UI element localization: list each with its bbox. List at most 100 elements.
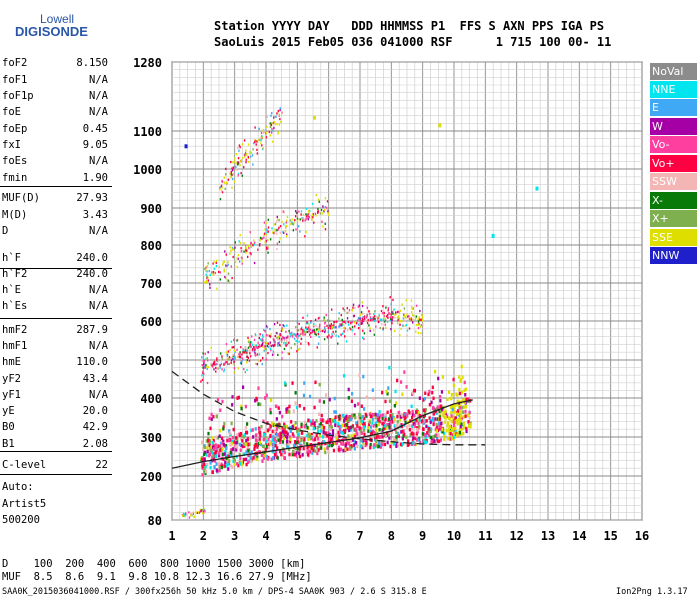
echo-point [439, 398, 442, 403]
echo-point [277, 132, 279, 135]
echo-point [232, 452, 235, 457]
echo-point [384, 320, 386, 323]
echo-point [225, 361, 227, 364]
echo-point [401, 303, 403, 306]
echo-point [357, 318, 359, 322]
echo-point [373, 312, 375, 316]
echo-point [255, 346, 258, 349]
echo-point [410, 442, 413, 446]
echo-point [278, 219, 280, 222]
echo-point [291, 449, 295, 454]
echo-point [343, 373, 346, 378]
echo-point [249, 343, 251, 346]
echo-point [317, 437, 320, 441]
echo-point [308, 216, 310, 219]
echo-point [388, 425, 391, 429]
echo-point [266, 344, 269, 348]
echo-point [307, 322, 309, 325]
echo-point [295, 326, 297, 329]
echo-point [253, 241, 256, 244]
echo-point [331, 333, 333, 336]
param-name: hmF2 [2, 324, 28, 336]
echo-point [383, 442, 387, 447]
echo-point [232, 172, 235, 176]
echo-point [447, 416, 451, 420]
echo-point [361, 445, 364, 450]
echo-point [322, 440, 325, 444]
echo-point [381, 417, 384, 421]
echo-point [389, 444, 392, 449]
echo-point [282, 424, 286, 429]
echo-point [272, 129, 274, 132]
echo-point [230, 361, 232, 364]
echo-point [399, 334, 401, 337]
echo-point [265, 246, 268, 249]
echo-point [422, 319, 424, 322]
echo-point [226, 182, 228, 185]
echo-point [331, 325, 334, 328]
echo-point [207, 365, 209, 369]
echo-point [401, 319, 403, 323]
echo-point [243, 368, 245, 371]
echo-point [412, 321, 414, 324]
echo-point [355, 440, 358, 445]
echo-point [339, 424, 342, 429]
echo-point [362, 438, 365, 443]
echo-point [338, 335, 340, 338]
echo-point [273, 323, 276, 326]
echo-point [203, 511, 206, 514]
echo-point [452, 383, 455, 388]
echo-point [259, 359, 262, 362]
echo-point [247, 155, 249, 159]
echo-point [320, 446, 323, 450]
echo-point [354, 325, 356, 328]
echo-point [260, 142, 262, 145]
echo-point [461, 410, 465, 414]
echo-point [218, 265, 221, 269]
echo-point [336, 320, 338, 323]
echo-point [233, 440, 236, 444]
echo-point [285, 344, 287, 347]
echo-point [298, 449, 301, 454]
echo-point [254, 354, 256, 357]
echo-point [363, 337, 365, 341]
echo-point [401, 442, 404, 446]
echo-point [357, 402, 360, 406]
echo-point [207, 279, 210, 282]
echo-point [326, 200, 329, 203]
echo-point [239, 456, 242, 461]
echo-point [220, 185, 222, 189]
echo-point [244, 151, 247, 155]
echo-point [268, 427, 271, 431]
echo-point [243, 153, 246, 157]
echo-point [227, 178, 230, 181]
echo-point [303, 381, 306, 385]
echo-point [302, 424, 305, 428]
echo-point [212, 262, 214, 265]
param-value: 0.45 [82, 123, 108, 135]
echo-point [289, 429, 292, 433]
echo-point [345, 321, 347, 325]
echo-point [286, 342, 289, 345]
echo-point [265, 334, 268, 337]
echo-point [184, 514, 187, 518]
echo-point [265, 393, 268, 398]
echo-point [233, 360, 235, 363]
echo-point [312, 435, 316, 439]
echo-point [423, 419, 426, 423]
echo-point [258, 244, 261, 247]
echo-point [387, 309, 389, 312]
echo-point [363, 317, 366, 321]
echo-point [205, 363, 207, 367]
y-tick-label: 1100 [133, 125, 162, 139]
echo-point [372, 316, 375, 319]
param-row-hmf2: hmF2 287.9 [2, 324, 108, 338]
echo-point [462, 398, 465, 402]
legend-item-e: E [650, 99, 697, 116]
echo-point [231, 167, 233, 170]
echo-point [306, 450, 309, 454]
echo-point [451, 428, 454, 432]
echo-point [389, 409, 393, 413]
echo-point [318, 316, 321, 319]
param-value: 9.05 [82, 139, 108, 151]
